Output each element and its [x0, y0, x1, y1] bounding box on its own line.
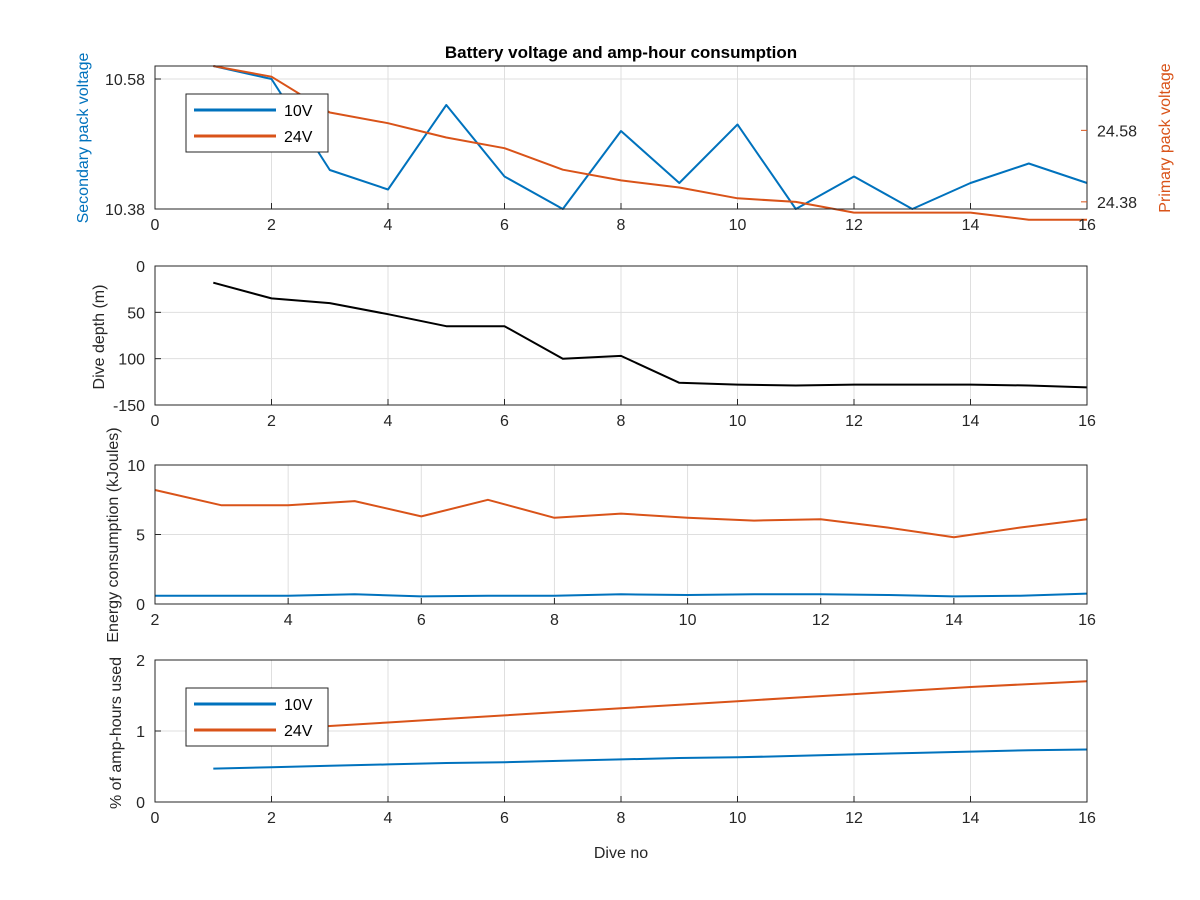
x-tick-label: 12 — [812, 612, 830, 629]
legend-box — [185, 687, 329, 747]
x-tick-label: 10 — [729, 810, 747, 827]
series-line-1 — [154, 489, 1088, 539]
x-tick-label: 14 — [962, 217, 980, 234]
y-tick-label: 5 — [136, 528, 145, 545]
legend-box — [185, 93, 329, 153]
x-tick-label: 14 — [962, 413, 980, 430]
x-tick-label: 16 — [1078, 217, 1096, 234]
y-axis-label-primary: Primary pack voltage — [1157, 63, 1174, 212]
x-tick-label: 14 — [945, 612, 963, 629]
x-tick-label: 16 — [1078, 413, 1096, 430]
x-tick-label: 10 — [729, 413, 747, 430]
y-tick-label: 100 — [118, 352, 145, 369]
legend-label-24v: 24V — [284, 129, 313, 146]
x-tick-label: 0 — [151, 413, 160, 430]
x-tick-label: 12 — [845, 413, 863, 430]
x-tick-label: 12 — [845, 810, 863, 827]
x-tick-label: 8 — [617, 413, 626, 430]
x-tick-label: 4 — [384, 413, 393, 430]
legend: 10V 24V — [185, 93, 329, 153]
x-tick-label: 16 — [1078, 810, 1096, 827]
y-axis-label-secondary: Secondary pack voltage — [75, 53, 92, 224]
x-tick-label: 2 — [267, 413, 276, 430]
x-tick-label: 14 — [962, 810, 980, 827]
y-right-tick-label: 24.38 — [1097, 195, 1137, 212]
x-tick-label: 6 — [417, 612, 426, 629]
series-10v-line — [213, 65, 1088, 210]
legend: 10V 24V — [185, 687, 329, 747]
x-tick-label: 6 — [500, 413, 509, 430]
y-tick-label: 1 — [136, 724, 145, 741]
legend-label-10v: 10V — [284, 103, 313, 120]
x-tick-label: 8 — [617, 217, 626, 234]
x-tick-label: 0 — [151, 217, 160, 234]
x-tick-label: 4 — [284, 612, 293, 629]
x-axis-label: Dive no — [594, 845, 648, 862]
y-tick-label: 50 — [127, 305, 145, 322]
series-24v-line — [213, 65, 1087, 221]
x-tick-label: 4 — [384, 810, 393, 827]
y-axis-label-energy: Energy consumption (kJoules) — [105, 427, 122, 642]
y-tick-label: 0 — [136, 259, 145, 276]
x-tick-label: 4 — [384, 217, 393, 234]
x-tick-label: 12 — [845, 217, 863, 234]
x-tick-label: 8 — [617, 810, 626, 827]
series-line-1 — [213, 281, 1088, 389]
chart-title: Battery voltage and amp-hour consumption — [445, 43, 797, 62]
x-tick-label: 2 — [151, 612, 160, 629]
y-tick-label: 10 — [127, 458, 145, 475]
y-tick-label: 2 — [136, 653, 145, 670]
x-tick-label: 2 — [267, 810, 276, 827]
y-tick-label: 0 — [136, 597, 145, 614]
series-10v-line — [213, 748, 1088, 770]
plot-2 — [154, 265, 1088, 406]
y-axis-label-amp-hours: % of amp-hours used — [108, 657, 125, 809]
legend-label-10v: 10V — [284, 697, 313, 714]
y-tick-label: -150 — [113, 398, 145, 415]
plot-3 — [154, 464, 1088, 605]
x-tick-label: 16 — [1078, 612, 1096, 629]
y-tick-label: 10.38 — [105, 202, 145, 219]
x-tick-label: 0 — [151, 810, 160, 827]
x-tick-label: 10 — [679, 612, 697, 629]
y-right-tick-label: 24.58 — [1097, 123, 1137, 140]
x-tick-label: 10 — [729, 217, 747, 234]
x-tick-label: 6 — [500, 217, 509, 234]
legend-label-24v: 24V — [284, 723, 313, 740]
y-tick-label: 10.58 — [105, 72, 145, 89]
series-line-2 — [155, 592, 1088, 598]
x-tick-label: 6 — [500, 810, 509, 827]
series-24v-line — [213, 680, 1088, 734]
x-tick-label: 8 — [550, 612, 559, 629]
x-tick-label: 2 — [267, 217, 276, 234]
y-tick-label: 0 — [136, 795, 145, 812]
y-axis-label-depth: Dive depth (m) — [91, 285, 108, 390]
